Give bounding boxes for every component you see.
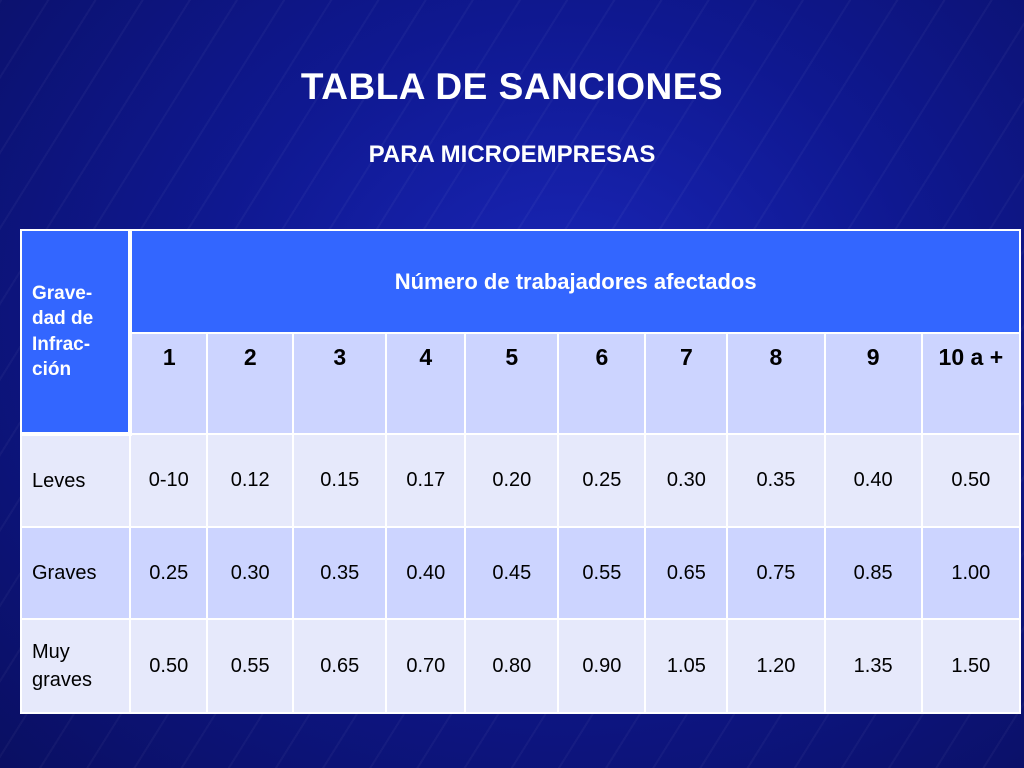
- column-header: 9: [823, 332, 923, 435]
- row-label-line: Leves: [32, 470, 86, 492]
- workers-affected-header: Número de trabajadores afectados: [129, 229, 1021, 334]
- table-cell: 0.85: [823, 526, 923, 620]
- severity-header-line: dad de: [32, 308, 94, 330]
- table-cell: 0.15: [292, 433, 388, 528]
- table-cell: 0.65: [644, 526, 729, 620]
- table-cell: 0.55: [206, 618, 295, 714]
- severity-header: Grave- dad de Infrac- ción: [19, 229, 133, 436]
- column-header: 4: [385, 332, 467, 435]
- table-cell: 1.00: [920, 526, 1022, 620]
- page-title: TABLA DE SANCIONES: [300, 66, 724, 107]
- column-header: 6: [557, 332, 647, 435]
- column-header: 3: [292, 332, 388, 435]
- column-header: 2: [206, 332, 295, 435]
- page-subtitle: PARA MICROEMPRESAS: [368, 141, 656, 168]
- table-cell: 0.90: [557, 618, 647, 714]
- table-cell: 0.25: [557, 433, 647, 528]
- table-cell: 0.30: [644, 433, 729, 528]
- table-cell: 0.12: [206, 433, 295, 528]
- table-cell: 0.65: [292, 618, 388, 714]
- table-cell: 0.30: [206, 526, 295, 620]
- severity-header-line: ción: [32, 358, 72, 380]
- table-cell: 0.35: [726, 433, 826, 528]
- table-cell: 0.70: [385, 618, 467, 714]
- table-cell: 0.40: [823, 433, 923, 528]
- table-row: Muy graves 0.50 0.55 0.65 0.70 0.80 0.90…: [19, 618, 1022, 714]
- row-label: Graves: [19, 526, 132, 620]
- table-cell: 0.17: [385, 433, 467, 528]
- row-label-line: Graves: [32, 562, 97, 584]
- table-cell: 0.55: [557, 526, 647, 620]
- table-cell: 1.50: [920, 618, 1022, 714]
- table-cell: 0.50: [920, 433, 1022, 528]
- table-cell: 0.45: [464, 526, 560, 620]
- column-header: 1: [129, 332, 209, 435]
- sanctions-table: Grave- dad de Infrac- ción Número de tra…: [19, 229, 1022, 714]
- table-cell: 0.50: [129, 618, 209, 714]
- table-cell: 0.40: [385, 526, 467, 620]
- table-cell: 0-10: [129, 433, 209, 528]
- table-cell: 0.75: [726, 526, 826, 620]
- table-cell: 0.25: [129, 526, 209, 620]
- table-cell: 1.35: [823, 618, 923, 714]
- table-cell: 0.35: [292, 526, 388, 620]
- table-cell: 1.20: [726, 618, 826, 714]
- severity-header-line: Grave-: [32, 282, 93, 304]
- table-cell: 0.20: [464, 433, 560, 528]
- column-header: 7: [644, 332, 729, 435]
- row-label: Muy graves: [19, 618, 132, 714]
- column-header: 5: [464, 332, 560, 435]
- column-header: 10 a +: [920, 332, 1022, 435]
- column-header: 8: [726, 332, 826, 435]
- row-label-line: graves: [32, 669, 93, 691]
- row-label-line: Muy: [32, 641, 70, 663]
- table-cell: 1.05: [644, 618, 729, 714]
- table-row: Leves 0-10 0.12 0.15 0.17 0.20 0.25 0.30…: [19, 433, 1022, 528]
- table-cell: 0.80: [464, 618, 560, 714]
- table-row: Graves 0.25 0.30 0.35 0.40 0.45 0.55 0.6…: [19, 526, 1022, 620]
- row-label: Leves: [19, 433, 132, 528]
- severity-header-line: Infrac-: [32, 333, 91, 355]
